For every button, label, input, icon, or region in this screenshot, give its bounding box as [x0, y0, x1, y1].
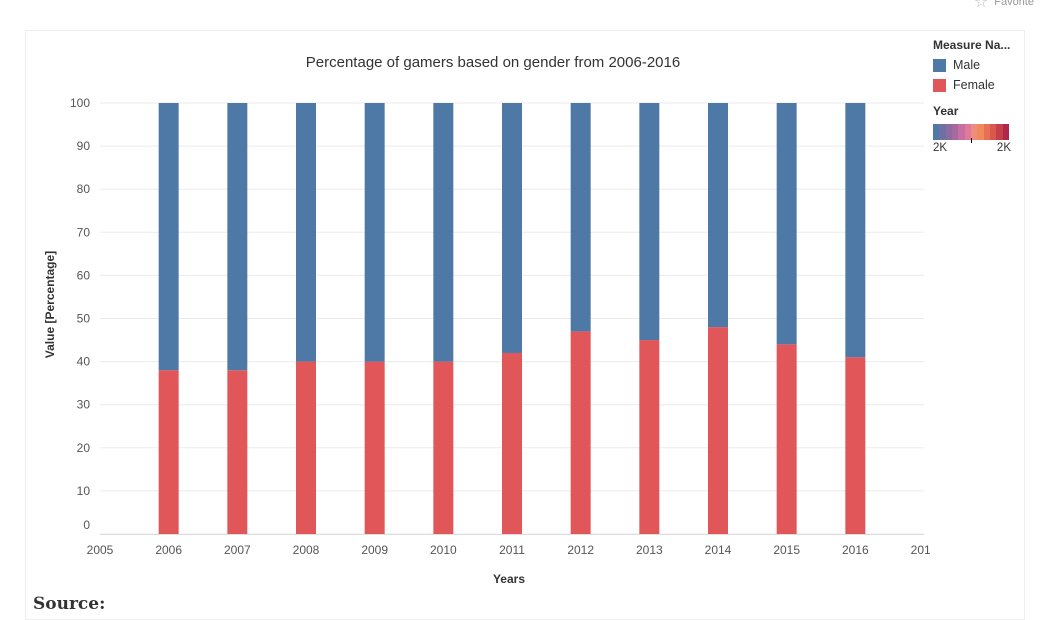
ramp-swatch	[964, 124, 971, 140]
bar-female	[776, 344, 797, 534]
ramp-swatch	[945, 124, 952, 140]
bar-female	[639, 340, 660, 534]
x-tick-label: 2016	[842, 543, 869, 557]
x-tick-label: 2013	[636, 543, 663, 557]
legend: Measure Na... Male Female Year 2K 2K	[933, 38, 1045, 154]
bar-male	[364, 103, 385, 362]
bar-male	[708, 103, 728, 328]
x-axis-label: Years	[493, 572, 525, 586]
year-color-ramp[interactable]	[933, 124, 1009, 143]
y-tick-label: 80	[77, 182, 91, 196]
ramp-min-label: 2K	[933, 142, 948, 154]
legend-label-male: Male	[953, 58, 981, 72]
x-tick-label: 2009	[361, 543, 388, 557]
y-tick-label: 20	[77, 441, 91, 455]
year-legend-title: Year	[933, 104, 959, 118]
bar-female	[433, 361, 454, 534]
bar-female	[708, 327, 728, 534]
y-tick-label: 70	[77, 225, 91, 239]
y-tick-label: 50	[77, 312, 91, 326]
y-tick-label: 100	[70, 96, 90, 110]
bar-male	[570, 103, 591, 332]
x-tick-label: 2007	[224, 543, 251, 557]
ramp-swatch	[989, 124, 997, 140]
bar-male	[227, 103, 248, 371]
ramp-swatch	[983, 124, 990, 140]
legend-swatch-male	[933, 58, 946, 72]
bar-male	[639, 103, 660, 341]
bar-male	[296, 103, 316, 362]
favorite-control[interactable]: ☆ Favorite	[974, 0, 1034, 12]
bar-female	[296, 361, 316, 534]
legend-label-female: Female	[953, 78, 995, 92]
y-tick-label: 10	[77, 484, 91, 498]
ramp-swatch	[951, 124, 959, 140]
bar-female	[364, 361, 385, 534]
x-tick-label: 2014	[705, 543, 732, 557]
star-icon: ☆	[973, 0, 989, 11]
ramp-swatch	[958, 124, 965, 140]
legend-item-female[interactable]: Female	[933, 78, 1045, 92]
ramp-swatch	[933, 124, 940, 140]
ramp-swatch	[939, 124, 946, 140]
source-label: Source:	[33, 594, 106, 614]
bar-female	[158, 370, 179, 534]
x-tick-label: 2010	[430, 543, 457, 557]
x-tick-label: 2011	[499, 543, 525, 557]
ramp-swatch	[977, 124, 984, 140]
ramp-swatch	[1002, 124, 1009, 140]
chart-title: Percentage of gamers based on gender fro…	[306, 54, 680, 71]
x-tick-label: 2006	[155, 543, 182, 557]
ramp-labels: 2K 2K	[933, 142, 1011, 154]
x-tick-label: 2017	[911, 543, 930, 557]
y-tick-label: 60	[77, 268, 91, 282]
bar-male	[158, 103, 179, 371]
ramp-marker	[971, 138, 972, 143]
bar-female	[570, 331, 591, 534]
bar-female	[845, 357, 866, 534]
x-tick-label: 2005	[87, 543, 114, 557]
y-tick-label: 0	[83, 518, 90, 532]
ramp-swatch	[996, 124, 1003, 140]
chart-svg: 0 10 20 30 40 50 60 70 80 90 100 2005 2006 2007 2008 20…	[43, 54, 930, 586]
y-tick-label: 30	[77, 398, 91, 412]
y-tick-label: 90	[77, 139, 91, 153]
x-tick-label: 2015	[773, 543, 800, 557]
bar-male	[845, 103, 866, 358]
ramp-swatch	[970, 124, 978, 140]
bar-male	[776, 103, 797, 345]
y-axis-label: Value [Percentage]	[43, 251, 57, 358]
favorite-label: Favorite	[994, 0, 1034, 8]
bar-female	[502, 352, 522, 534]
ramp-max-label: 2K	[996, 142, 1011, 154]
legend-swatch-female	[933, 78, 946, 92]
x-tick-label: 2008	[293, 543, 320, 557]
x-tick-label: 2012	[567, 543, 594, 557]
legend-item-male[interactable]: Male	[933, 58, 1045, 72]
legend-title: Measure Na...	[933, 38, 1011, 52]
bar-male	[502, 103, 522, 353]
bar-male	[433, 103, 454, 362]
y-tick-label: 40	[77, 355, 91, 369]
bar-female	[227, 370, 248, 534]
